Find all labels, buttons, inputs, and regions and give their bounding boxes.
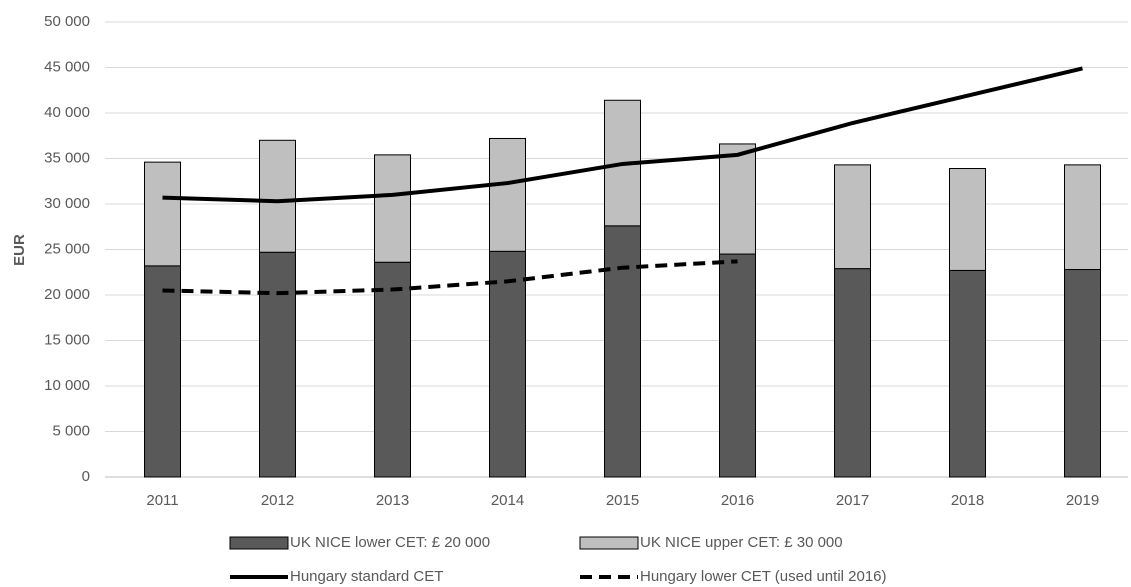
bar: [834, 268, 871, 478]
x-tick-label: 2012: [261, 492, 294, 509]
bar: [949, 168, 986, 271]
bar: [374, 154, 411, 263]
x-tick-label: 2013: [376, 492, 409, 509]
legend-swatch: [579, 536, 639, 550]
bar: [489, 137, 526, 252]
bar: [1064, 269, 1101, 478]
legend-label: Hungary lower CET (used until 2016): [640, 568, 887, 585]
bar: [949, 269, 986, 478]
y-tick-label: 50 000: [44, 13, 90, 30]
bar: [1064, 164, 1101, 271]
y-tick-label: 0: [82, 468, 90, 485]
legend-label: UK NICE upper CET: £ 30 000: [640, 534, 843, 551]
line: [162, 66, 1083, 204]
bar: [144, 161, 181, 267]
legend-label: Hungary standard CET: [290, 568, 443, 585]
line: [162, 259, 738, 296]
y-tick-label: 15 000: [44, 331, 90, 348]
x-tick-label: 2017: [836, 492, 869, 509]
y-tick-label: 20 000: [44, 286, 90, 303]
x-tick-label: 2011: [146, 492, 178, 509]
y-tick-label: 45 000: [44, 58, 90, 75]
x-tick-label: 2016: [721, 492, 754, 509]
y-tick-label: 25 000: [44, 240, 90, 257]
bar: [374, 261, 411, 478]
legend-swatch: [229, 536, 289, 550]
bar: [604, 225, 641, 478]
bar: [259, 251, 296, 478]
y-tick-label: 5 000: [52, 422, 90, 439]
y-tick-label: 40 000: [44, 104, 90, 121]
bar: [834, 164, 871, 270]
x-tick-label: 2014: [491, 492, 524, 509]
y-tick-label: 30 000: [44, 195, 90, 212]
bar: [489, 250, 526, 478]
x-tick-label: 2019: [1066, 492, 1099, 509]
bar: [719, 253, 756, 478]
bar: [144, 265, 181, 478]
y-tick-label: 10 000: [44, 377, 90, 394]
bar: [259, 139, 296, 253]
x-tick-label: 2015: [606, 492, 639, 509]
x-tick-label: 2018: [951, 492, 984, 509]
legend-label: UK NICE lower CET: £ 20 000: [290, 534, 490, 551]
y-axis-label: EUR: [11, 234, 28, 266]
bar: [719, 143, 756, 255]
y-tick-label: 35 000: [44, 149, 90, 166]
